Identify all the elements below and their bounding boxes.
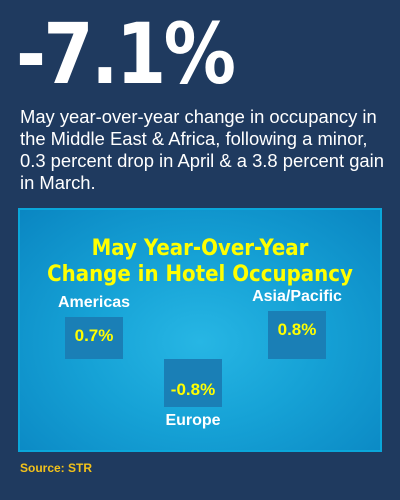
chart-title-line-1: May Year-Over-Year <box>91 236 309 261</box>
value-label-europe: -0.8% <box>171 380 215 399</box>
bar-europe <box>164 359 222 407</box>
category-label-asia-pacific: Asia/Pacific <box>252 288 342 305</box>
category-label-americas: Americas <box>58 294 130 311</box>
chart-title: May Year-Over-Year Change in Hotel Occup… <box>38 236 362 288</box>
category-label-europe: Europe <box>165 412 220 429</box>
headline-description: May year-over-year change in occupancy i… <box>20 106 384 193</box>
chart-title-line-2: Change in Hotel Occupancy <box>47 262 353 287</box>
bar-asia-pacific <box>268 311 326 359</box>
value-label-asia-pacific: 0.8% <box>278 320 317 339</box>
bar-americas <box>65 317 123 359</box>
headline-value: -7.1% <box>16 5 236 103</box>
source-note: Source: STR <box>20 461 93 475</box>
value-label-americas: 0.7% <box>75 326 114 345</box>
